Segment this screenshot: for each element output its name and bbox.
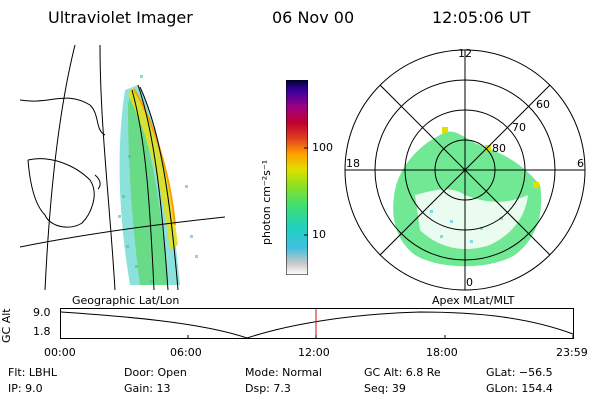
time-tick-0600: 06:00: [170, 346, 202, 359]
time-tick-2359: 23:59: [556, 346, 588, 359]
coastline-island: [27, 158, 95, 228]
geographic-aurora-image: [20, 45, 225, 290]
lat-label-70: 70: [512, 121, 526, 134]
time-tick-1200: 12:00: [298, 346, 330, 359]
mlt-label-6: 6: [577, 157, 584, 170]
mlt-label-18: 18: [346, 157, 360, 170]
seq-readout: Seq: 39: [364, 382, 406, 395]
gc-alt-readout: GC Alt: 6.8 Re: [364, 366, 441, 379]
mlt-label-0: 0: [466, 276, 473, 289]
lat-label-60: 60: [536, 98, 550, 111]
altitude-plot: [60, 308, 574, 339]
aurora-speckle: [118, 75, 198, 283]
instrument-title: Ultraviolet Imager: [48, 8, 193, 27]
door-readout: Door: Open: [124, 366, 187, 379]
coastline: [20, 97, 106, 136]
mode-readout: Mode: Normal: [245, 366, 322, 379]
date-label: 06 Nov 00: [272, 8, 355, 27]
polar-panel-caption: Apex MLat/MLT: [432, 294, 515, 307]
mlt-label-12: 12: [458, 47, 472, 60]
altitude-ylabel: GC Alt: [0, 308, 13, 343]
filter-readout: Flt: LBHL: [8, 366, 57, 379]
time-tick-1800: 18:00: [426, 346, 458, 359]
time-tick-0000: 00:00: [44, 346, 76, 359]
colorbar: [286, 80, 308, 275]
altitude-ytick-high: 9.0: [33, 306, 51, 319]
geo-panel-caption: Geographic Lat/Lon: [72, 294, 180, 307]
glon-readout: GLon: 154.4: [486, 382, 553, 395]
aurora-bright-arc: [128, 87, 178, 250]
altitude-curve: [60, 311, 574, 339]
glat-readout: GLat: −56.5: [486, 366, 553, 379]
ip-readout: IP: 9.0: [8, 382, 43, 395]
gain-readout: Gain: 13: [124, 382, 171, 395]
time-label: 12:05:06 UT: [432, 8, 531, 27]
colorbar-tick-10: 10: [312, 228, 326, 241]
altitude-ytick-low: 1.8: [33, 325, 51, 338]
colorbar-tick-100: 100: [312, 141, 333, 154]
polar-aurora-image: [344, 49, 586, 291]
dsp-readout: Dsp: 7.3: [245, 382, 291, 395]
colorbar-label: photon cm⁻²s⁻¹: [260, 159, 273, 245]
lat-label-80: 80: [492, 142, 506, 155]
